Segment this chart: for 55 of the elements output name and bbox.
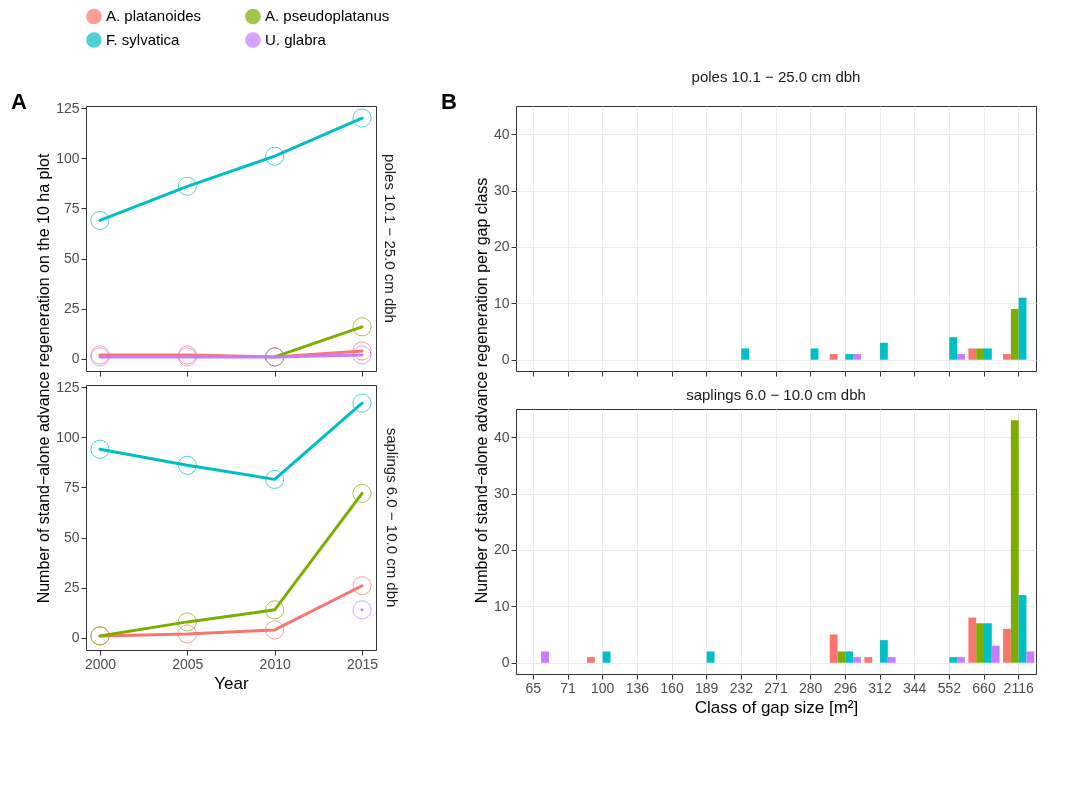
chart-title: saplings 6.0 − 10.0 cm dbh xyxy=(686,386,866,403)
chart-title: poles 10.1 − 25.0 cm dbh xyxy=(691,68,861,85)
text: B xyxy=(441,89,457,114)
y-tick-label: 0 xyxy=(501,351,510,368)
x-tick-label: 71 xyxy=(560,679,576,696)
text: saplings 6.0 − 10.0 cm dbh xyxy=(383,427,401,608)
x-tick-label: 280 xyxy=(798,679,823,696)
x-tick-label: 2010 xyxy=(259,655,291,672)
y-tick-label: 50 xyxy=(63,529,80,546)
y-tick-label: 20 xyxy=(493,238,510,255)
x-tick-label: 136 xyxy=(625,679,650,696)
x-tick-label: 2116 xyxy=(1003,679,1034,696)
x-tick-label: 552 xyxy=(937,679,962,696)
y-tick-label: 125 xyxy=(56,99,80,116)
y-tick-label: 25 xyxy=(63,300,80,317)
y-tick-label: 30 xyxy=(493,182,510,199)
y-axis-title: Number of stand−alone advance regeneration per gap class xyxy=(472,177,490,604)
y-tick-label: 50 xyxy=(63,250,80,267)
y-tick-label: 10 xyxy=(493,294,510,311)
y-axis-title: Number of stand−alone advance regeneration on the 10 ha plot xyxy=(35,153,53,604)
y-tick-label: 25 xyxy=(63,579,80,596)
y-tick-label: 75 xyxy=(63,199,80,216)
legend-label: A. pseudoplatanus xyxy=(265,7,390,25)
x-tick-label: 189 xyxy=(694,679,719,696)
x-axis-title: Class of gap size [m²] xyxy=(694,697,859,717)
text: A xyxy=(11,89,27,114)
x-tick-label: 2000 xyxy=(84,655,117,672)
legend-label: U. glabra xyxy=(265,31,327,48)
text: poles 10.1 − 25.0 cm dbh xyxy=(382,154,399,323)
y-tick-label: 75 xyxy=(63,478,80,495)
y-tick-label: 40 xyxy=(493,428,510,445)
x-axis-title: Year xyxy=(214,673,250,693)
y-tick-label: 0 xyxy=(71,350,80,367)
y-tick-label: 10 xyxy=(493,597,510,614)
x-tick-label: 660 xyxy=(972,679,996,696)
x-tick-label: 271 xyxy=(764,679,788,696)
y-tick-label: 100 xyxy=(56,149,80,166)
y-tick-label: 100 xyxy=(56,428,80,445)
x-tick-label: 2005 xyxy=(172,655,204,672)
x-tick-label: 312 xyxy=(868,679,892,696)
x-tick-label: 344 xyxy=(902,679,927,696)
x-tick-label: 65 xyxy=(525,679,542,696)
legend-label: F. sylvatica xyxy=(106,31,181,48)
x-tick-label: 232 xyxy=(729,679,754,696)
legend-label: A. platanoides xyxy=(106,7,202,25)
y-tick-label: 20 xyxy=(493,541,510,558)
y-tick-label: 30 xyxy=(493,485,510,502)
x-tick-label: 100 xyxy=(590,679,615,696)
x-tick-label: 296 xyxy=(833,679,858,696)
y-tick-label: 0 xyxy=(501,654,510,671)
x-tick-label: 160 xyxy=(660,679,684,696)
y-tick-label: 0 xyxy=(71,629,80,646)
x-tick-label: 2015 xyxy=(346,655,379,672)
y-tick-label: 40 xyxy=(493,125,510,142)
y-tick-label: 125 xyxy=(56,378,80,395)
